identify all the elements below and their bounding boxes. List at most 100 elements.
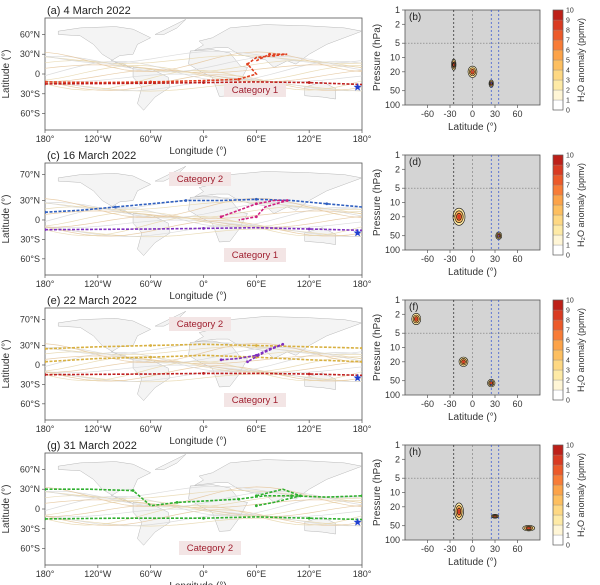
map-y-axis-label: Latitude (°): [1, 49, 12, 98]
map-plot-area: [45, 19, 362, 111]
category-label-box: [224, 393, 286, 407]
background-trajectory: [45, 201, 362, 210]
colorbar-tick-label: 8: [566, 173, 570, 180]
lon-tick-label: 180°: [353, 424, 372, 434]
background-trajectory: [45, 505, 362, 526]
background-trajectory: [45, 197, 362, 218]
colorbar-label: H₂O anomaly (ppmv): [576, 308, 586, 392]
lon-tick-label: 120°E: [297, 569, 322, 579]
colorbar-tick-label: 10: [566, 8, 574, 15]
trajectory-marker: [254, 215, 258, 219]
trajectory-marker: [149, 344, 153, 347]
pressure-tick-label: 50: [390, 86, 400, 96]
background-trajectory: [45, 342, 362, 355]
lon-tick-label: 120°W: [84, 279, 112, 289]
profile-panel-title: (f): [409, 302, 418, 313]
anomaly-contour: [454, 210, 464, 224]
profile-lat-tick-label: 60: [512, 399, 522, 409]
colorbar-tick-label: 4: [566, 213, 570, 220]
lon-tick-label: 120°E: [297, 134, 322, 144]
trajectory-marker: [45, 487, 47, 491]
trajectory-line: [45, 516, 362, 521]
profile-lat-tick-label: 30: [490, 399, 500, 409]
pressure-tick-label: 5: [395, 328, 400, 338]
volcano-star-marker: [353, 518, 362, 526]
lat-tick-label: 0: [35, 504, 40, 514]
lon-tick-label: 0°: [199, 424, 208, 434]
category-label-box: [224, 83, 286, 97]
pressure-tick-label: 50: [390, 376, 400, 386]
colorbar-segment: [552, 444, 564, 456]
colorbar-tick-label: 6: [566, 483, 570, 490]
trajectory-marker: [246, 360, 249, 364]
colorbar-tick-label: 3: [566, 78, 570, 85]
profile-lat-tick-label: 30: [490, 109, 500, 119]
background-trajectory: [45, 495, 362, 517]
lon-tick-label: 180°: [36, 424, 55, 434]
profile-panel-title: (h): [409, 447, 421, 458]
water-vapor-anomaly: [490, 382, 493, 385]
profile-frame: [404, 154, 541, 251]
anomaly-contour: [487, 379, 496, 388]
category-label: Category 1: [232, 250, 278, 261]
colorbar-segment: [552, 79, 564, 91]
background-trajectory: [45, 356, 362, 373]
colorbar-frame: [552, 299, 564, 401]
colorbar-segment: [552, 69, 564, 81]
colorbar-segment: [552, 204, 564, 216]
lat-tick-label: 60°S: [20, 544, 40, 554]
colorbar-label: H₂O anomaly (ppmv): [576, 453, 586, 537]
map-panel-title: (e) 22 March 2022: [47, 295, 137, 307]
pressure-tick-label: 50: [390, 231, 400, 241]
colorbar-segment: [552, 339, 564, 351]
colorbar-segment: [552, 184, 564, 196]
lat-tick-label: 60°S: [20, 399, 40, 409]
continent-outline: [57, 26, 152, 69]
trajectory-marker: [254, 494, 258, 498]
lon-tick-label: 60°W: [140, 134, 163, 144]
colorbar-segment: [552, 39, 564, 51]
trajectory-marker: [202, 226, 205, 230]
trajectory-marker: [184, 199, 188, 202]
colorbar-tick-label: 0: [566, 253, 570, 260]
colorbar-label: H₂O anomaly (ppmv): [576, 163, 586, 247]
background-trajectory: [45, 508, 362, 518]
colorbar-tick-label: 5: [566, 58, 570, 65]
trajectory-marker: [325, 202, 329, 206]
anomaly-contour: [461, 359, 466, 364]
background-trajectory: [45, 342, 362, 363]
background-trajectory: [45, 55, 362, 64]
lon-tick-label: 180°: [353, 569, 372, 579]
profile-lat-tick-label: 0: [470, 544, 475, 554]
colorbar-segment: [552, 214, 564, 226]
colorbar-tick-label: 10: [566, 298, 574, 305]
profile-lat-tick-label: 30: [490, 254, 500, 264]
background-trajectory: [45, 346, 362, 355]
colorbar-segment: [552, 474, 564, 486]
lon-tick-label: 60°W: [140, 569, 163, 579]
colorbar-segment: [552, 9, 564, 21]
background-trajectory: [45, 64, 362, 74]
pressure-tick-label: 1: [395, 440, 400, 450]
colorbar-tick-label: 4: [566, 358, 570, 365]
trajectory-marker: [254, 504, 258, 508]
colorbar-tick-label: 1: [566, 388, 570, 395]
lat-tick-label: 30°S: [20, 234, 40, 244]
background-trajectory: [45, 50, 362, 64]
colorbar-tick-label: 7: [566, 38, 570, 45]
colorbar-tick-label: 4: [566, 68, 570, 75]
profile-y-axis-label: Pressure (hPa): [372, 24, 383, 91]
lat-tick-label: 30°N: [20, 49, 40, 59]
pressure-tick-label: 100: [385, 245, 400, 255]
trajectory-line: [45, 198, 362, 213]
colorbar-tick-label: 0: [566, 108, 570, 115]
pressure-tick-label: 100: [385, 535, 400, 545]
background-trajectory: [45, 361, 362, 382]
background-trajectory: [45, 373, 362, 383]
continent-outline: [154, 19, 187, 35]
background-trajectory: [45, 65, 362, 82]
continent-outline: [154, 454, 187, 470]
continent-outline: [132, 502, 171, 546]
background-trajectory: [45, 60, 362, 82]
